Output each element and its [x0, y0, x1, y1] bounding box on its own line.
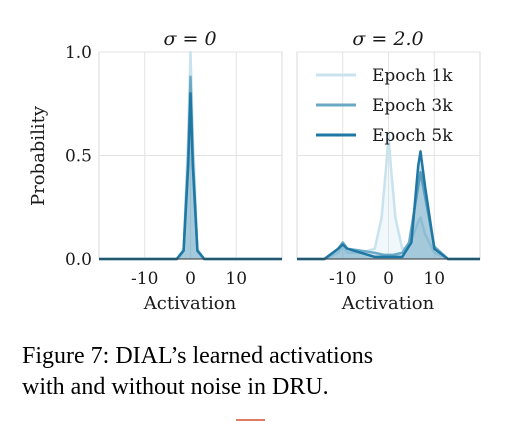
series-line-right-2 — [297, 150, 480, 261]
x-label-left: Activation — [143, 293, 237, 314]
series-area-left-2 — [99, 93, 282, 260]
figure-canvas: σ = 0 0.0 0.5 1.0 -10 0 10 Activation Probab… — [28, 28, 481, 314]
x-tick-label-left-2: 10 — [225, 269, 247, 289]
lines-left — [99, 50, 282, 261]
series-area-left-0 — [99, 52, 282, 259]
series-line-left-2 — [99, 92, 282, 261]
x-ticks-left: -10 0 10 — [131, 269, 247, 289]
legend-label-2: Epoch 5k — [372, 126, 453, 146]
y-label: Probability — [28, 105, 49, 206]
panel-left-title: σ = 0 — [163, 28, 216, 50]
y-tick-label-1: 0.5 — [65, 147, 92, 167]
x-tick-label-right-0: -10 — [329, 269, 356, 289]
figure-caption: Figure 7: DIAL’s learned activations wit… — [22, 341, 502, 403]
legend-label-0: Epoch 1k — [372, 66, 453, 86]
y-tick-label-2: 1.0 — [65, 43, 92, 63]
legend: Epoch 1k Epoch 3k Epoch 5k — [316, 66, 453, 146]
x-tick-label-right-2: 10 — [423, 269, 445, 289]
series-line-right-0 — [297, 133, 480, 261]
y-tick-label-0: 0.0 — [65, 250, 92, 270]
panel-right-title: σ = 2.0 — [352, 28, 423, 50]
x-tick-label-left-1: 0 — [185, 269, 196, 289]
x-label-right: Activation — [341, 293, 435, 314]
highlight-mark — [236, 419, 265, 421]
x-tick-label-left-0: -10 — [131, 269, 158, 289]
panel-right: σ = 2.0 -10 0 10 Activation Epoch 1kEpoch … — [296, 28, 481, 314]
series-area-left-1 — [99, 76, 282, 259]
series-area-right-0 — [297, 134, 480, 259]
caption-line-1: Figure 7: DIAL’s learned activations — [22, 343, 374, 369]
panel-left: σ = 0 0.0 0.5 1.0 -10 0 10 Activation Probab… — [28, 28, 283, 314]
y-ticks-left: 0.0 0.5 1.0 — [65, 43, 92, 270]
caption-line-2: with and without noise in DRU. — [22, 374, 329, 400]
lines-right — [297, 133, 480, 261]
x-ticks-right: -10 0 10 — [329, 269, 445, 289]
legend-label-1: Epoch 3k — [372, 96, 453, 116]
x-tick-label-right-1: 0 — [383, 269, 394, 289]
